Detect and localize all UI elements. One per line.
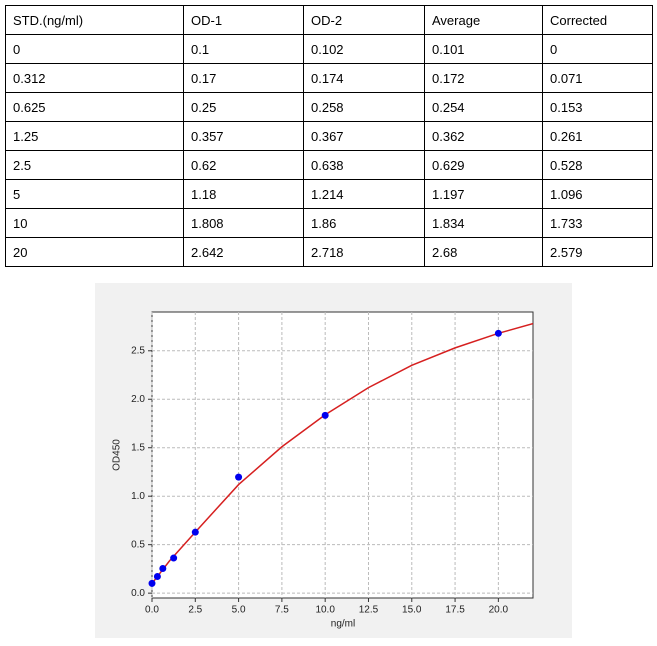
x-tick-label: 7.5: [275, 605, 289, 616]
header-row: STD.(ng/ml) OD-1 OD-2 Average Corrected: [5, 5, 653, 35]
table-cell: 0.62: [183, 150, 304, 180]
table-cell: 1.733: [542, 208, 653, 238]
data-point: [321, 411, 329, 419]
table-cell: 0.101: [424, 34, 543, 64]
table-row: 5 1.18 1.214 1.197 1.096: [5, 179, 653, 209]
table-cell: 10: [5, 208, 184, 238]
table-cell: 0: [5, 34, 184, 64]
header-cell: Corrected: [542, 5, 653, 35]
y-tick-label: 0.5: [131, 539, 145, 550]
table-row: 0.312 0.17 0.174 0.172 0.071: [5, 63, 653, 93]
table-cell: 0.102: [303, 34, 425, 64]
table-cell: 2.5: [5, 150, 184, 180]
table-cell: 0.254: [424, 92, 543, 122]
table-cell: 0.625: [5, 92, 184, 122]
table-cell: 1.808: [183, 208, 304, 238]
table-row: 1.25 0.357 0.367 0.362 0.261: [5, 121, 653, 151]
y-tick-label: 2.0: [131, 394, 145, 405]
header-cell: OD-2: [303, 5, 425, 35]
table-cell: 0.258: [303, 92, 425, 122]
header-cell: STD.(ng/ml): [5, 5, 184, 35]
x-tick-label: 10.0: [315, 605, 335, 616]
table-cell: 0: [542, 34, 653, 64]
table-cell: 1.197: [424, 179, 543, 209]
y-tick-label: 1.5: [131, 442, 145, 453]
table-cell: 1.214: [303, 179, 425, 209]
table-cell: 0.629: [424, 150, 543, 180]
x-tick-label: 0.0: [145, 605, 159, 616]
plot-area: [151, 311, 534, 599]
header-cell: Average: [424, 5, 543, 35]
table-cell: 0.153: [542, 92, 653, 122]
data-point: [494, 329, 502, 337]
data-point: [235, 473, 243, 481]
data-point: [191, 528, 199, 536]
x-tick-label: 17.5: [445, 605, 465, 616]
header-cell: OD-1: [183, 5, 304, 35]
table-cell: 1.86: [303, 208, 425, 238]
table-cell: 0.528: [542, 150, 653, 180]
x-tick-label: 12.5: [359, 605, 379, 616]
x-tick-label: 20.0: [489, 605, 509, 616]
table-cell: 0.367: [303, 121, 425, 151]
table-cell: 2.68: [424, 237, 543, 267]
table-cell: 0.362: [424, 121, 543, 151]
table-cell: 0.357: [183, 121, 304, 151]
table-cell: 0.638: [303, 150, 425, 180]
data-point: [159, 565, 167, 573]
y-tick-label: 0.0: [131, 588, 145, 599]
table-row: 0 0.1 0.102 0.101 0: [5, 34, 653, 64]
y-tick-label: 2.5: [131, 345, 145, 356]
y-tick-label: 1.0: [131, 491, 145, 502]
table-row: 2.5 0.62 0.638 0.629 0.528: [5, 150, 653, 180]
x-tick-label: 2.5: [188, 605, 202, 616]
data-point: [153, 572, 161, 580]
table-cell: 0.172: [424, 63, 543, 93]
data-point: [148, 579, 156, 587]
y-axis-label: OD450: [112, 439, 123, 471]
table-cell: 2.579: [542, 237, 653, 267]
table-cell: 5: [5, 179, 184, 209]
x-tick-label: 15.0: [402, 605, 422, 616]
table-cell: 0.312: [5, 63, 184, 93]
table-row: 10 1.808 1.86 1.834 1.733: [5, 208, 653, 238]
table-cell: 0.261: [542, 121, 653, 151]
table-cell: 2.718: [303, 237, 425, 267]
table-row: 0.625 0.25 0.258 0.254 0.153: [5, 92, 653, 122]
chart: ng/ml OD450 0.0 2.5 5.0 7.5 10.0 12.5 15.0 17.5…: [95, 283, 572, 638]
table-cell: 0.071: [542, 63, 653, 93]
table-cell: 1.18: [183, 179, 304, 209]
table-cell: 1.834: [424, 208, 543, 238]
table-cell: 0.174: [303, 63, 425, 93]
table-cell: 1.096: [542, 179, 653, 209]
table-cell: 20: [5, 237, 184, 267]
table-cell: 0.1: [183, 34, 304, 64]
table-cell: 1.25: [5, 121, 184, 151]
table-row: 20 2.642 2.718 2.68 2.579: [5, 237, 653, 267]
table-cell: 0.25: [183, 92, 304, 122]
x-tick-label: 5.0: [232, 605, 246, 616]
data-table: STD.(ng/ml) OD-1 OD-2 Average Corrected 0 0.1 0…: [5, 5, 653, 267]
x-axis-label: ng/ml: [331, 619, 355, 630]
table-cell: 0.17: [183, 63, 304, 93]
data-point: [170, 554, 178, 562]
table-cell: 2.642: [183, 237, 304, 267]
